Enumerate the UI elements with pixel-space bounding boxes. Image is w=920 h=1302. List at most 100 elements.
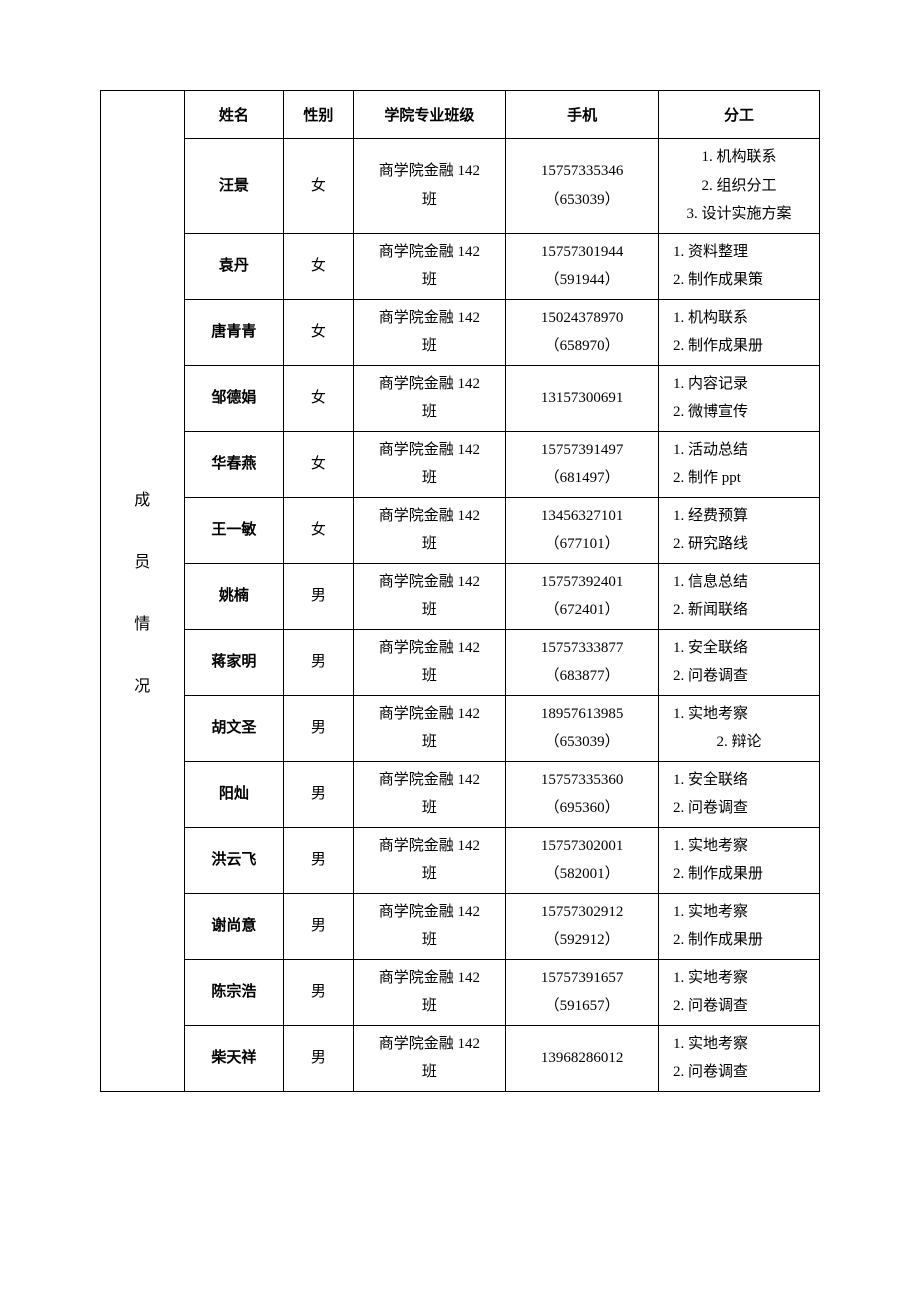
work-item: 1. 实地考察 xyxy=(667,898,811,927)
cell-phone: 15757302912（592912） xyxy=(506,893,659,959)
work-item: 2. 问卷调查 xyxy=(667,662,811,691)
work-item: 1. 经费预算 xyxy=(667,502,811,531)
cell-work: 1. 机构联系2. 组织分工3. 设计实施方案 xyxy=(659,139,820,234)
cell-phone: 15757392401（672401） xyxy=(506,563,659,629)
work-item: 2. 研究路线 xyxy=(667,530,811,559)
header-phone: 手机 xyxy=(506,91,659,139)
cell-gender: 女 xyxy=(284,365,353,431)
cell-work: 1. 安全联络2. 问卷调查 xyxy=(659,761,820,827)
cell-gender: 女 xyxy=(284,299,353,365)
work-item: 2. 制作成果册 xyxy=(667,332,811,361)
cell-phone: 13968286012 xyxy=(506,1025,659,1091)
header-class: 学院专业班级 xyxy=(353,91,506,139)
work-item: 1. 安全联络 xyxy=(667,634,811,663)
cell-work: 1. 信息总结2. 新闻联络 xyxy=(659,563,820,629)
cell-class: 商学院金融 142 班 xyxy=(353,827,506,893)
cell-work: 1. 资料整理2. 制作成果策 xyxy=(659,233,820,299)
work-item: 1. 机构联系 xyxy=(667,304,811,333)
member-table: 成员情况姓名性别学院专业班级手机分工汪景女商学院金融 142 班15757335… xyxy=(100,90,820,1092)
work-item: 2. 组织分工 xyxy=(661,172,817,201)
members-label-char: 况 xyxy=(134,672,150,696)
cell-name: 蒋家明 xyxy=(184,629,284,695)
cell-gender: 男 xyxy=(284,629,353,695)
cell-class: 商学院金融 142 班 xyxy=(353,431,506,497)
table-row: 汪景女商学院金融 142 班15757335346（653039）1. 机构联系… xyxy=(101,139,820,234)
cell-work: 1. 经费预算2. 研究路线 xyxy=(659,497,820,563)
cell-phone: 15757391497（681497） xyxy=(506,431,659,497)
cell-phone: 15757391657（591657） xyxy=(506,959,659,1025)
cell-name: 柴天祥 xyxy=(184,1025,284,1091)
members-label-char: 情 xyxy=(134,610,150,634)
work-item: 1. 实地考察 xyxy=(667,832,811,861)
work-item: 2. 问卷调查 xyxy=(667,1058,811,1087)
table-row: 王一敏女商学院金融 142 班13456327101（677101）1. 经费预… xyxy=(101,497,820,563)
table-row: 姚楠男商学院金融 142 班15757392401（672401）1. 信息总结… xyxy=(101,563,820,629)
cell-name: 陈宗浩 xyxy=(184,959,284,1025)
header-gender: 性别 xyxy=(284,91,353,139)
work-item: 1. 实地考察 xyxy=(667,964,811,993)
cell-name: 洪云飞 xyxy=(184,827,284,893)
work-item: 2. 制作 ppt xyxy=(667,464,811,493)
cell-gender: 男 xyxy=(284,827,353,893)
cell-gender: 男 xyxy=(284,761,353,827)
table-row: 蒋家明男商学院金融 142 班15757333877（683877）1. 安全联… xyxy=(101,629,820,695)
cell-gender: 女 xyxy=(284,497,353,563)
work-item: 1. 实地考察 xyxy=(667,700,811,729)
members-label-char: 成 xyxy=(134,486,150,510)
work-item: 1. 安全联络 xyxy=(667,766,811,795)
work-item: 2. 制作成果册 xyxy=(667,926,811,955)
cell-phone: 15757335346（653039） xyxy=(506,139,659,234)
cell-phone: 13157300691 xyxy=(506,365,659,431)
members-label: 成员情况 xyxy=(101,91,185,1092)
cell-class: 商学院金融 142 班 xyxy=(353,893,506,959)
work-item: 1. 信息总结 xyxy=(667,568,811,597)
cell-phone: 15757301944（591944） xyxy=(506,233,659,299)
cell-class: 商学院金融 142 班 xyxy=(353,299,506,365)
cell-phone: 15757335360（695360） xyxy=(506,761,659,827)
cell-work: 1. 实地考察2. 问卷调查 xyxy=(659,1025,820,1091)
work-item: 2. 微博宣传 xyxy=(667,398,811,427)
cell-name: 谢尚意 xyxy=(184,893,284,959)
cell-gender: 男 xyxy=(284,959,353,1025)
work-item: 1. 实地考察 xyxy=(667,1030,811,1059)
work-item: 2. 问卷调查 xyxy=(667,794,811,823)
cell-phone: 13456327101（677101） xyxy=(506,497,659,563)
cell-class: 商学院金融 142 班 xyxy=(353,629,506,695)
cell-name: 王一敏 xyxy=(184,497,284,563)
cell-work: 1. 内容记录2. 微博宣传 xyxy=(659,365,820,431)
cell-work: 1. 实地考察2. 制作成果册 xyxy=(659,893,820,959)
table-row: 陈宗浩男商学院金融 142 班15757391657（591657）1. 实地考… xyxy=(101,959,820,1025)
work-item: 3. 设计实施方案 xyxy=(661,200,817,229)
work-item: 1. 活动总结 xyxy=(667,436,811,465)
cell-name: 姚楠 xyxy=(184,563,284,629)
cell-class: 商学院金融 142 班 xyxy=(353,1025,506,1091)
cell-gender: 男 xyxy=(284,1025,353,1091)
cell-work: 1. 实地考察2. 制作成果册 xyxy=(659,827,820,893)
cell-phone: 15757302001（582001） xyxy=(506,827,659,893)
cell-class: 商学院金融 142 班 xyxy=(353,695,506,761)
cell-work: 1. 机构联系2. 制作成果册 xyxy=(659,299,820,365)
work-item: 1. 内容记录 xyxy=(667,370,811,399)
members-label-char: 员 xyxy=(134,548,150,572)
cell-name: 唐青青 xyxy=(184,299,284,365)
cell-gender: 女 xyxy=(284,139,353,234)
cell-gender: 女 xyxy=(284,431,353,497)
cell-work: 1. 实地考察2. 辩论 xyxy=(659,695,820,761)
cell-class: 商学院金融 142 班 xyxy=(353,365,506,431)
cell-gender: 男 xyxy=(284,563,353,629)
work-item: 1. 资料整理 xyxy=(667,238,811,267)
work-item: 1. 机构联系 xyxy=(661,143,817,172)
table-row: 胡文圣男商学院金融 142 班18957613985（653039）1. 实地考… xyxy=(101,695,820,761)
cell-class: 商学院金融 142 班 xyxy=(353,563,506,629)
work-item: 2. 辩论 xyxy=(667,728,811,757)
table-row: 邹德娟女商学院金融 142 班131573006911. 内容记录2. 微博宣传 xyxy=(101,365,820,431)
table-row: 谢尚意男商学院金融 142 班15757302912（592912）1. 实地考… xyxy=(101,893,820,959)
cell-phone: 18957613985（653039） xyxy=(506,695,659,761)
cell-name: 胡文圣 xyxy=(184,695,284,761)
cell-gender: 女 xyxy=(284,233,353,299)
cell-gender: 男 xyxy=(284,695,353,761)
cell-class: 商学院金融 142 班 xyxy=(353,497,506,563)
cell-phone: 15024378970（658970） xyxy=(506,299,659,365)
cell-work: 1. 活动总结2. 制作 ppt xyxy=(659,431,820,497)
cell-class: 商学院金融 142 班 xyxy=(353,233,506,299)
